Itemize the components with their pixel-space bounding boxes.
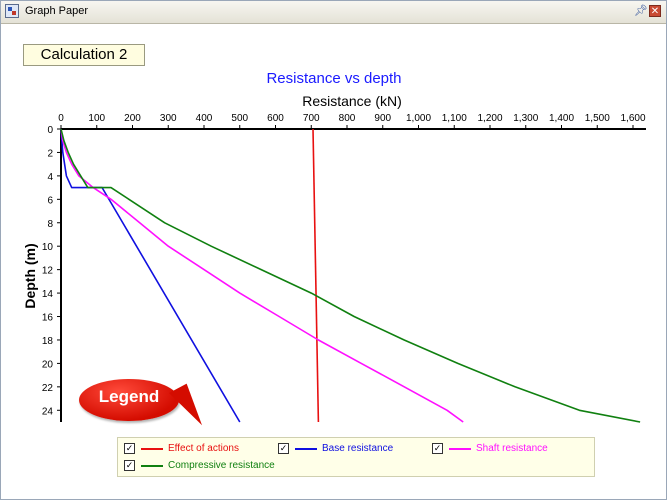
legend-checkbox[interactable]: ✓ <box>278 443 289 454</box>
x-tick-label: 500 <box>231 113 248 124</box>
x-tick-label: 1,600 <box>620 113 645 124</box>
y-tick-label: 22 <box>42 383 54 394</box>
y-tick-label: 20 <box>42 359 54 370</box>
series-line-base-resistance <box>60 128 241 423</box>
x-tick-label: 900 <box>374 113 391 124</box>
legend-callout-text: Legend <box>98 387 160 406</box>
x-tick-label: 200 <box>124 113 141 124</box>
chart-title: Resistance vs depth <box>266 70 401 87</box>
x-tick-label: 1,400 <box>549 113 574 124</box>
x-tick-label: 100 <box>88 113 105 124</box>
y-tick-label: 12 <box>42 266 54 277</box>
legend-swatch <box>449 448 471 450</box>
series-line-effect-of-actions <box>312 128 320 423</box>
chart-legend: ✓ Effect of actions ✓ Base resistance ✓ … <box>117 437 595 477</box>
calculation-label: Calculation 2 <box>23 44 145 66</box>
x-tick-label: 700 <box>303 113 320 124</box>
y-tick-label: 8 <box>47 219 53 230</box>
x-tick-label: 800 <box>339 113 356 124</box>
x-tick-label: 1,500 <box>585 113 610 124</box>
y-tick-label: 0 <box>47 125 53 136</box>
legend-swatch <box>295 448 317 450</box>
chart-axes: 0 100 200 300 400 500 600 700 800 900 1,000 1,100 1,… <box>42 113 646 422</box>
y-tick-label: 2 <box>47 148 53 159</box>
legend-checkbox[interactable]: ✓ <box>124 443 135 454</box>
x-tick-label: 0 <box>58 113 64 124</box>
series-line-shaft-resistance <box>60 128 464 423</box>
series-line-compressive-resistance <box>60 128 641 423</box>
chart-series <box>60 128 641 423</box>
x-axis-label: Resistance (kN) <box>302 93 402 109</box>
x-tick-label: 1,200 <box>477 113 502 124</box>
title-bar: Graph Paper 📌︎ ✕ <box>1 1 666 24</box>
legend-label: Compressive resistance <box>168 460 275 471</box>
y-tick-label: 14 <box>42 289 54 300</box>
x-tick-label: 1,100 <box>442 113 467 124</box>
y-tick-label: 24 <box>42 406 54 417</box>
graph-paper-icon <box>5 4 19 18</box>
x-tick-label: 400 <box>196 113 213 124</box>
pin-icon[interactable]: 📌︎ <box>634 5 648 17</box>
y-tick-label: 4 <box>47 172 53 183</box>
x-tick-label: 1,000 <box>406 113 431 124</box>
legend-label: Base resistance <box>322 443 394 454</box>
y-tick-label: 6 <box>47 195 53 206</box>
x-tick-label: 300 <box>160 113 177 124</box>
legend-label: Shaft resistance <box>476 443 548 454</box>
y-tick-label: 10 <box>42 242 54 253</box>
x-tick-label: 1,300 <box>513 113 538 124</box>
legend-checkbox[interactable]: ✓ <box>432 443 443 454</box>
x-tick-label: 600 <box>267 113 284 124</box>
y-tick-label: 18 <box>42 336 54 347</box>
legend-checkbox[interactable]: ✓ <box>124 460 135 471</box>
legend-callout <box>79 379 179 421</box>
legend-label: Effect of actions <box>168 443 239 454</box>
y-axis-label: Depth (m) <box>22 243 38 308</box>
y-tick-label: 16 <box>42 313 54 324</box>
legend-swatch <box>141 448 163 450</box>
close-icon[interactable]: ✕ <box>649 5 661 17</box>
window-title: Graph Paper <box>25 5 88 17</box>
legend-swatch <box>141 465 163 467</box>
